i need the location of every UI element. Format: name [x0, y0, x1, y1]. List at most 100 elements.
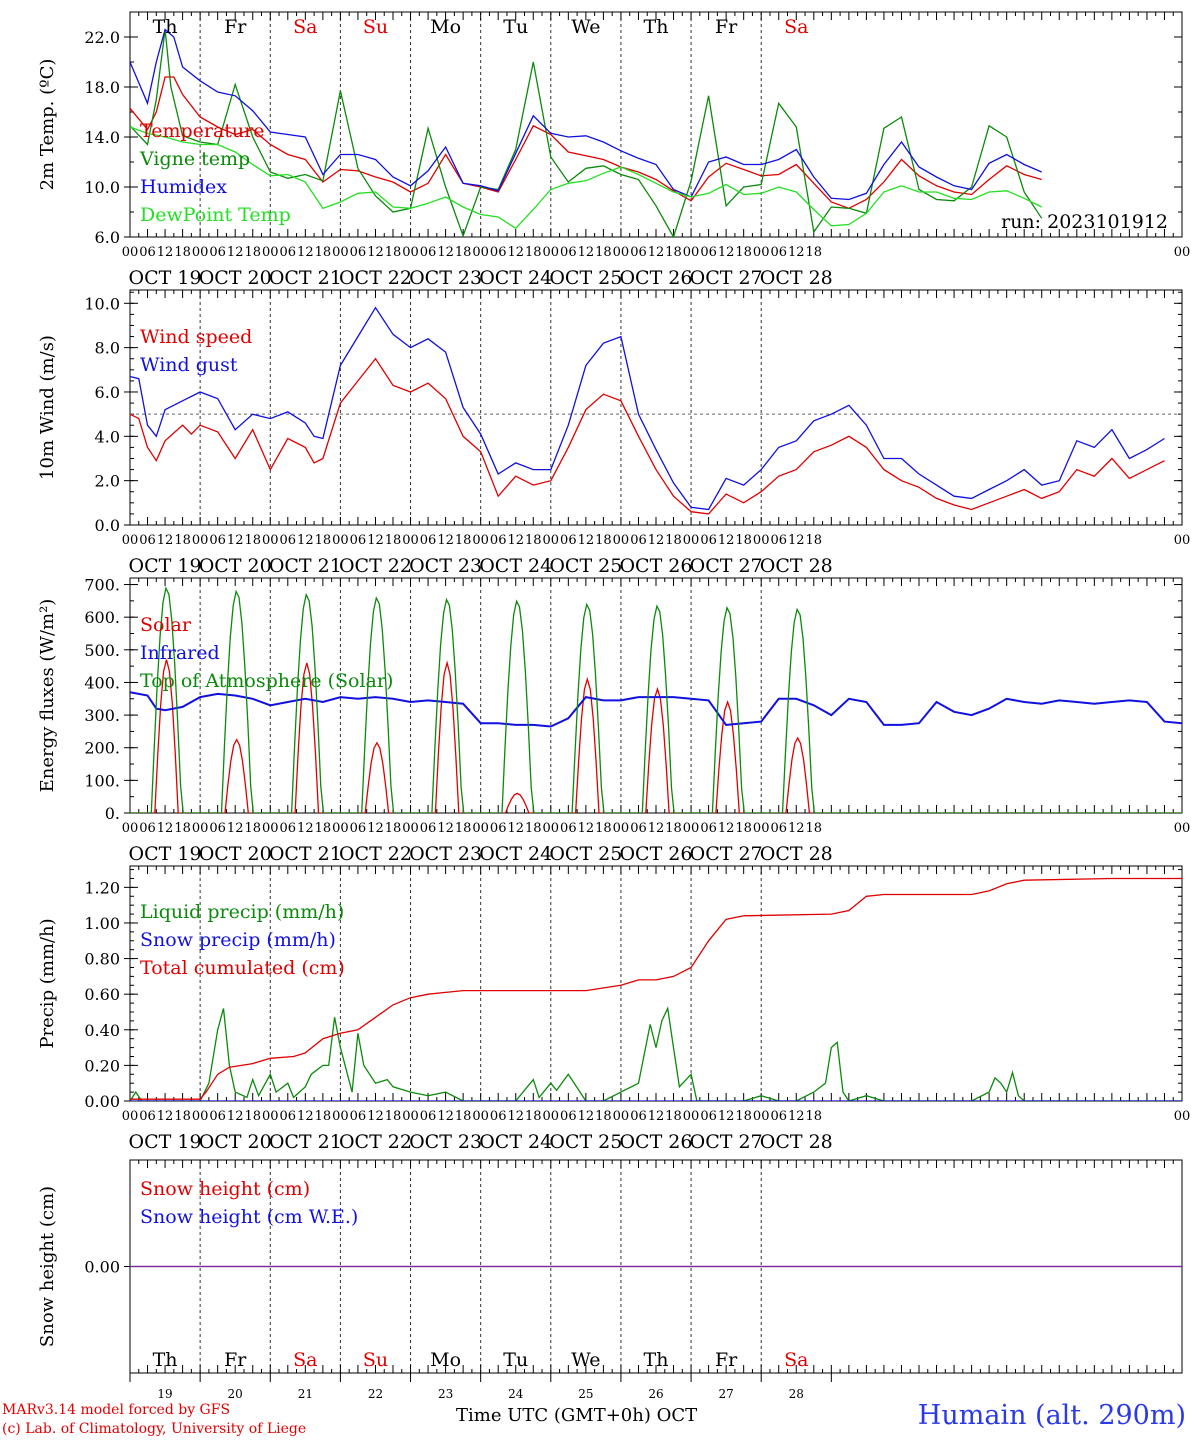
hour-label: 00 [402, 1109, 419, 1124]
hour-label: 00 [1174, 821, 1191, 836]
hour-label: 12 [788, 245, 805, 260]
date-label: OCT 21 [269, 267, 342, 289]
legend-entry: Wind gust [140, 354, 238, 376]
hour-label: 12 [157, 1109, 174, 1124]
hour-label: 00 [262, 821, 279, 836]
date-label: OCT 23 [409, 843, 482, 865]
y-tick-label: 2.0 [95, 472, 120, 491]
hour-label: 00 [543, 1109, 560, 1124]
hour-label: 06 [420, 821, 437, 836]
hour-label: 00 [262, 1109, 279, 1124]
date-label: OCT 20 [199, 843, 272, 865]
hour-label: 12 [297, 245, 314, 260]
hour-label: 00 [472, 245, 489, 260]
hour-label: 18 [455, 821, 472, 836]
hour-label: 18 [595, 245, 612, 260]
hour-label: 12 [507, 533, 524, 548]
lab-credit: (c) Lab. of Climatology, University of L… [2, 1421, 307, 1437]
date-label: OCT 24 [479, 555, 552, 577]
hour-label: 00 [613, 1109, 630, 1124]
hour-label: 06 [280, 533, 297, 548]
hour-label: 18 [595, 1109, 612, 1124]
hour-label: 00 [332, 533, 349, 548]
legend-entry: Temperature [140, 120, 264, 142]
hour-label: 18 [595, 821, 612, 836]
hour-label: 06 [770, 821, 787, 836]
date-label: OCT 27 [690, 843, 763, 865]
date-label: OCT 22 [339, 267, 412, 289]
date-label: OCT 21 [269, 1131, 342, 1153]
hour-label: 00 [122, 821, 139, 836]
legend-entry: Infrared [140, 642, 220, 664]
series-line-top-of-atmosphere-solar- [130, 586, 1182, 813]
hour-label: 00 [192, 245, 209, 260]
y-tick-label: 0.00 [84, 1258, 120, 1277]
weekday-label: Th [644, 1349, 669, 1371]
hour-label: 00 [613, 245, 630, 260]
day-number-label: 26 [648, 1387, 663, 1401]
panel-3 [124, 577, 1183, 814]
weekday-label: Th [644, 16, 669, 38]
hour-label: 06 [630, 245, 647, 260]
hour-label: 06 [560, 533, 577, 548]
hour-label: 00 [472, 821, 489, 836]
weekday-label: Th [153, 16, 178, 38]
legend-entry: Snow precip (mm/h) [140, 929, 336, 951]
legend-entry: Wind speed [140, 326, 252, 348]
panel-1 [124, 11, 1183, 238]
hour-label: 00 [753, 533, 770, 548]
hour-label: 06 [560, 1109, 577, 1124]
hour-label: 12 [297, 1109, 314, 1124]
day-number-label: 23 [438, 1387, 453, 1401]
hour-label: 00 [753, 245, 770, 260]
weekday-label: Th [153, 1349, 178, 1371]
y-tick-label: 700. [84, 576, 120, 595]
hour-label: 18 [595, 533, 612, 548]
hour-label: 06 [630, 533, 647, 548]
weekday-label: Sa [784, 1349, 808, 1371]
hour-label: 18 [525, 1109, 542, 1124]
hour-label: 06 [350, 821, 367, 836]
date-label: OCT 21 [269, 843, 342, 865]
hour-label: 06 [209, 1109, 226, 1124]
y-tick-label: 6.0 [95, 383, 120, 402]
hour-label: 06 [770, 1109, 787, 1124]
panel-5 [124, 1159, 1183, 1374]
hour-label: 12 [157, 533, 174, 548]
hour-label: 12 [788, 533, 805, 548]
hour-label: 12 [578, 533, 595, 548]
hour-label: 18 [665, 1109, 682, 1124]
legend-entry: Vigne temp [139, 148, 250, 170]
hour-label: 18 [244, 245, 261, 260]
date-label: OCT 20 [199, 267, 272, 289]
series-line-dewpoint-temp [130, 126, 1042, 230]
date-label: OCT 20 [199, 555, 272, 577]
weekday-label: Tu [503, 1349, 528, 1371]
hour-label: 00 [192, 533, 209, 548]
hour-label: 00 [683, 533, 700, 548]
legend-entry: DewPoint Temp [140, 204, 291, 226]
hour-label: 18 [806, 1109, 823, 1124]
y-tick-label: 0.20 [84, 1056, 120, 1075]
hour-label: 12 [788, 1109, 805, 1124]
hour-label: 12 [507, 1109, 524, 1124]
hour-label: 00 [402, 821, 419, 836]
series-line-wind-speed [130, 357, 1165, 515]
date-label: OCT 20 [199, 1131, 272, 1153]
hour-label: 18 [665, 821, 682, 836]
hour-label: 18 [455, 245, 472, 260]
date-label: OCT 22 [339, 555, 412, 577]
hour-label: 12 [227, 1109, 244, 1124]
hour-label: 06 [700, 1109, 717, 1124]
hour-label: 18 [735, 821, 752, 836]
hour-label: 18 [385, 245, 402, 260]
hour-label: 12 [297, 821, 314, 836]
hour-label: 06 [560, 821, 577, 836]
day-number-label: 25 [578, 1387, 593, 1401]
run-annotation: run: 2023101912 [1001, 211, 1168, 233]
series-line-infrared [130, 691, 1182, 728]
hour-label: 00 [332, 1109, 349, 1124]
hour-label: 06 [350, 533, 367, 548]
hour-label: 12 [788, 821, 805, 836]
